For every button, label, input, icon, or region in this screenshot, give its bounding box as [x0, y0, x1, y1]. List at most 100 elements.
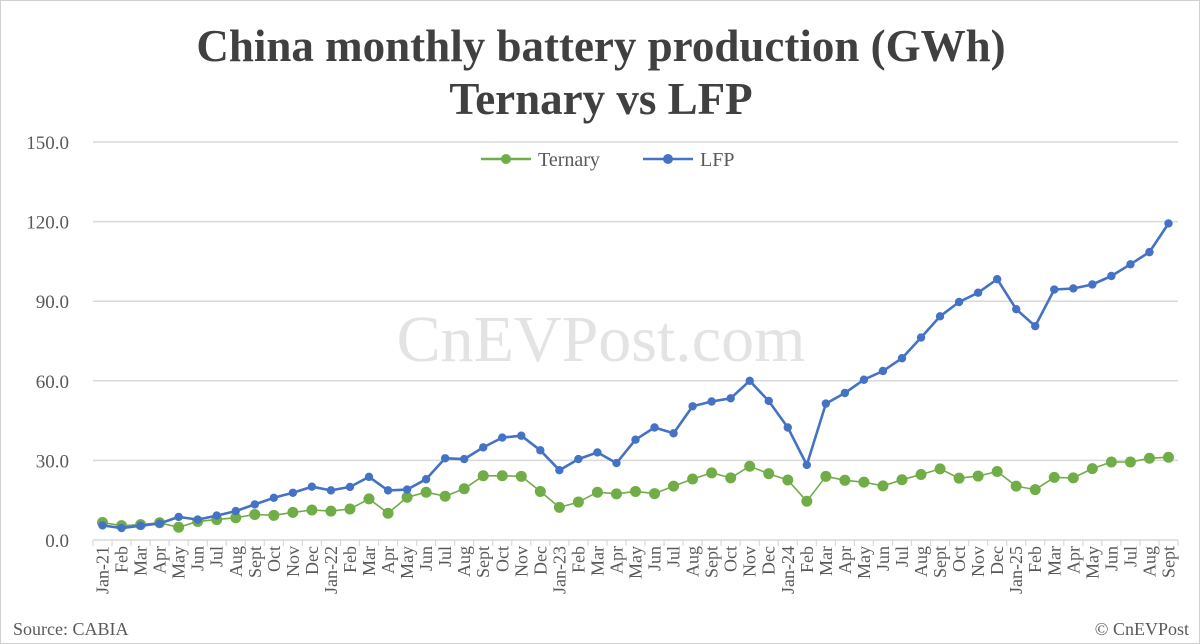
data-point — [972, 470, 984, 482]
data-point — [991, 466, 1003, 478]
x-tick-label: May — [169, 546, 189, 579]
data-point — [136, 521, 145, 530]
data-point — [402, 485, 412, 494]
data-point — [250, 500, 259, 509]
data-point — [954, 297, 964, 307]
data-point — [858, 476, 870, 488]
data-point — [688, 402, 697, 411]
data-point — [420, 486, 432, 498]
x-tick-label: May — [854, 546, 874, 579]
data-point — [1105, 456, 1117, 468]
data-point — [726, 394, 735, 403]
y-tick-label: 60.0 — [36, 372, 69, 393]
x-tick-label: Aug — [226, 546, 246, 577]
x-tick-label: Apr — [1063, 546, 1083, 574]
data-point — [650, 423, 659, 432]
watermark: CnEVPost.com — [397, 303, 806, 376]
data-point — [231, 506, 240, 516]
x-tick-label: Aug — [911, 546, 931, 577]
x-tick-label: Jan-24 — [778, 546, 798, 594]
x-tick-label: Dec — [987, 546, 1007, 575]
x-tick-label: Nov — [283, 546, 303, 577]
data-point — [1012, 304, 1021, 314]
data-point — [591, 486, 603, 498]
data-point — [477, 470, 489, 482]
data-point — [1048, 471, 1060, 483]
x-tick-label: Jun — [188, 546, 208, 571]
x-tick-label: Jul — [435, 546, 455, 567]
x-tick-label: May — [397, 546, 417, 579]
x-tick-label: May — [626, 546, 646, 579]
data-point — [401, 491, 413, 503]
data-point — [212, 511, 221, 520]
data-point — [1010, 480, 1022, 492]
data-point — [669, 429, 678, 438]
chart-subtitle: Ternary vs LFP — [449, 74, 752, 124]
copyright-note: © CnEVPost — [1095, 619, 1189, 639]
x-tick-label: Feb — [568, 546, 588, 573]
data-point — [572, 496, 584, 508]
data-point — [98, 521, 107, 530]
x-tick-label: Jun — [645, 546, 665, 571]
x-tick-label: Jan-23 — [549, 546, 569, 594]
data-point — [173, 521, 185, 533]
data-point — [801, 495, 813, 507]
data-point — [859, 375, 869, 384]
data-point — [249, 509, 261, 521]
data-point — [326, 486, 336, 495]
x-tick-label: May — [1082, 546, 1102, 579]
x-tick-label: Feb — [112, 546, 132, 573]
data-point — [344, 503, 356, 515]
legend-label: Ternary — [538, 149, 600, 171]
data-point — [1029, 484, 1041, 496]
x-tick-label: Nov — [511, 546, 531, 577]
data-point — [534, 485, 546, 497]
data-point — [574, 454, 583, 464]
x-tick-label: Jul — [1120, 546, 1140, 567]
x-tick-label: Oct — [949, 546, 969, 572]
x-tick-label: Oct — [721, 546, 741, 572]
legend-marker — [501, 154, 511, 164]
data-point — [1031, 321, 1040, 331]
legend-item-lfp: LFP — [643, 149, 734, 171]
x-tick-label: Mar — [131, 546, 151, 576]
data-point — [1124, 456, 1136, 468]
data-point — [498, 433, 507, 442]
data-point — [1050, 285, 1059, 294]
data-point — [174, 512, 183, 522]
data-point — [821, 399, 831, 408]
y-tick-label: 0.0 — [45, 531, 69, 552]
x-tick-label: Sept — [702, 546, 722, 578]
data-point — [1067, 472, 1079, 484]
data-point — [783, 423, 792, 432]
data-point — [155, 519, 164, 528]
x-tick-label: Mar — [359, 546, 379, 576]
series-lfp — [98, 219, 1173, 533]
data-point — [383, 486, 393, 495]
x-tick-label: Apr — [150, 546, 170, 574]
data-point — [364, 472, 374, 482]
data-point — [973, 288, 983, 297]
legend-item-ternary: Ternary — [481, 149, 600, 171]
data-point — [744, 460, 756, 472]
data-point — [915, 468, 927, 480]
data-point — [1164, 219, 1173, 228]
data-point — [725, 472, 737, 484]
data-point — [897, 354, 907, 363]
data-point — [363, 493, 375, 505]
data-point — [421, 475, 431, 484]
data-point — [555, 466, 564, 475]
x-tick-label: Apr — [378, 546, 398, 574]
x-tick-label: Jun — [873, 546, 893, 571]
y-tick-label: 90.0 — [36, 292, 69, 313]
data-point — [536, 446, 545, 455]
x-tick-label: Apr — [606, 546, 626, 574]
legend-marker — [663, 154, 673, 164]
data-point — [612, 458, 621, 468]
data-point — [288, 488, 298, 497]
data-point — [1143, 452, 1155, 464]
data-point — [1069, 284, 1078, 293]
data-point — [878, 366, 888, 376]
